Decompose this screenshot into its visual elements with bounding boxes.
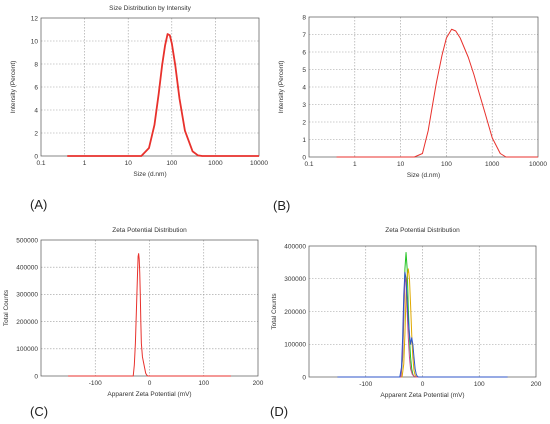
y-tick-label: 12 bbox=[31, 15, 39, 22]
plot-frame bbox=[40, 17, 260, 157]
panel-letter-d: (D) bbox=[270, 404, 289, 419]
y-tick-label: 100000 bbox=[284, 342, 306, 349]
chart-panel-4: Zeta Potential Distribution -100 0 100 200 0 1… bbox=[271, 227, 542, 399]
y-tick-label: 0 bbox=[302, 374, 306, 381]
x-axis-label: Size (d.nm) bbox=[407, 172, 440, 179]
x-tick-label: 100 bbox=[166, 160, 177, 167]
x-tick-label: 100 bbox=[441, 161, 452, 168]
y-axis-label: Total Counts bbox=[3, 289, 10, 326]
x-tick-label: 1 bbox=[83, 160, 87, 167]
y-tick-label: 8 bbox=[34, 61, 38, 68]
y-tick-label: 10 bbox=[31, 38, 39, 45]
series-line-2 bbox=[337, 268, 508, 378]
x-tick-label: 1000 bbox=[208, 160, 223, 167]
x-tick-label: 0.1 bbox=[36, 160, 45, 167]
plot-frame bbox=[308, 16, 539, 158]
series-line-4 bbox=[337, 271, 508, 378]
x-tick-label: 0 bbox=[148, 380, 152, 387]
y-tick-label: 300000 bbox=[284, 276, 306, 283]
series-line-1 bbox=[68, 253, 231, 377]
x-tick-label: 200 bbox=[531, 381, 542, 388]
x-axis-label: Apparent Zeta Potential (mV) bbox=[380, 392, 464, 399]
chart-title: Size Distribution by Intensity bbox=[109, 5, 191, 12]
chart-title: Zeta Potential Distribution bbox=[385, 227, 460, 234]
y-tick-label: 300000 bbox=[16, 292, 38, 299]
chart-panel-2: 0.1 1 10 100 1000 10000 0 1 2 3 4 5 6 7 8 Size (d.nm) In… bbox=[278, 14, 547, 179]
y-tick-label: 7 bbox=[302, 32, 306, 39]
chart-title: Zeta Potential Distribution bbox=[112, 227, 187, 234]
y-tick-label: 8 bbox=[302, 14, 306, 21]
x-tick-label: 10000 bbox=[529, 161, 547, 168]
y-tick-label: 6 bbox=[34, 84, 38, 91]
y-tick-label: 200000 bbox=[284, 309, 306, 316]
chart-panel-3: Zeta Potential Distribution -100 0 100 200 0 1… bbox=[3, 227, 264, 398]
y-tick-label: 200000 bbox=[16, 319, 38, 326]
panel-letter-a: (A) bbox=[30, 197, 48, 212]
x-tick-label: 200 bbox=[253, 380, 264, 387]
y-tick-label: 0 bbox=[302, 154, 306, 161]
x-tick-label: 100 bbox=[474, 381, 485, 388]
x-tick-label: 1000 bbox=[485, 161, 500, 168]
y-tick-label: 1 bbox=[302, 137, 306, 144]
x-tick-label: 10 bbox=[125, 160, 133, 167]
y-tick-label: 6 bbox=[302, 49, 306, 56]
y-tick-label: 500000 bbox=[16, 237, 38, 244]
y-axis-label: Intensity (Percent) bbox=[278, 61, 285, 114]
y-tick-label: 400000 bbox=[284, 243, 306, 250]
y-tick-label: 0 bbox=[34, 373, 38, 380]
y-tick-label: 100000 bbox=[16, 346, 38, 353]
y-tick-label: 0 bbox=[34, 153, 38, 160]
x-axis-label: Size (d.nm) bbox=[133, 171, 166, 178]
x-tick-label: 0.1 bbox=[304, 161, 313, 168]
y-tick-label: 4 bbox=[302, 84, 306, 91]
y-tick-label: 4 bbox=[34, 107, 38, 114]
x-tick-label: 100 bbox=[198, 380, 209, 387]
panel-letter-c: (C) bbox=[30, 404, 49, 419]
y-tick-label: 2 bbox=[302, 119, 306, 126]
series-line-1 bbox=[336, 28, 538, 158]
panel-letter-b: (B) bbox=[273, 198, 291, 213]
x-tick-label: 10 bbox=[397, 161, 405, 168]
x-tick-label: 0 bbox=[421, 381, 425, 388]
x-tick-label: -100 bbox=[89, 380, 102, 387]
series-line-1 bbox=[67, 33, 259, 157]
y-tick-label: 400000 bbox=[16, 265, 38, 272]
x-axis-label: Apparent Zeta Potential (mV) bbox=[107, 391, 191, 398]
x-tick-label: 1 bbox=[353, 161, 357, 168]
x-tick-label: 10000 bbox=[250, 160, 268, 167]
y-tick-label: 3 bbox=[302, 102, 306, 109]
y-tick-label: 5 bbox=[302, 67, 306, 74]
plot-frame bbox=[40, 239, 259, 377]
x-tick-label: -100 bbox=[359, 381, 372, 388]
y-axis-label: Intensity (Percent) bbox=[10, 61, 17, 114]
y-axis-label: Total Counts bbox=[271, 293, 278, 330]
y-tick-label: 2 bbox=[34, 130, 38, 137]
